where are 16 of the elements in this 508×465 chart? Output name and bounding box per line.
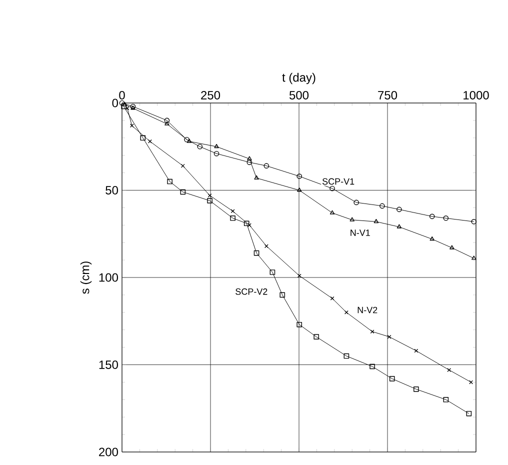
series-label: SCP-V2 xyxy=(236,288,268,295)
y-tick-label: 50 xyxy=(106,186,118,194)
x-axis-title: t (day) xyxy=(282,72,316,84)
x-tick-label: 0 xyxy=(119,90,125,100)
x-tick-label: 1000 xyxy=(464,90,489,100)
x-tick-label: 750 xyxy=(378,90,398,100)
series-label: N-V2 xyxy=(358,306,378,314)
x-tick-label: 500 xyxy=(289,90,309,100)
y-tick-label: 0 xyxy=(112,98,118,108)
x-tick-label: 250 xyxy=(201,90,220,100)
y-axis-title: s (cm) xyxy=(80,262,92,294)
y-tick-label: 150 xyxy=(99,360,118,369)
series-label: N-V1 xyxy=(350,230,370,236)
series-label: SCP-V1 xyxy=(322,178,354,185)
y-tick-label: 100 xyxy=(99,273,118,282)
y-tick-label: 200 xyxy=(99,448,118,456)
